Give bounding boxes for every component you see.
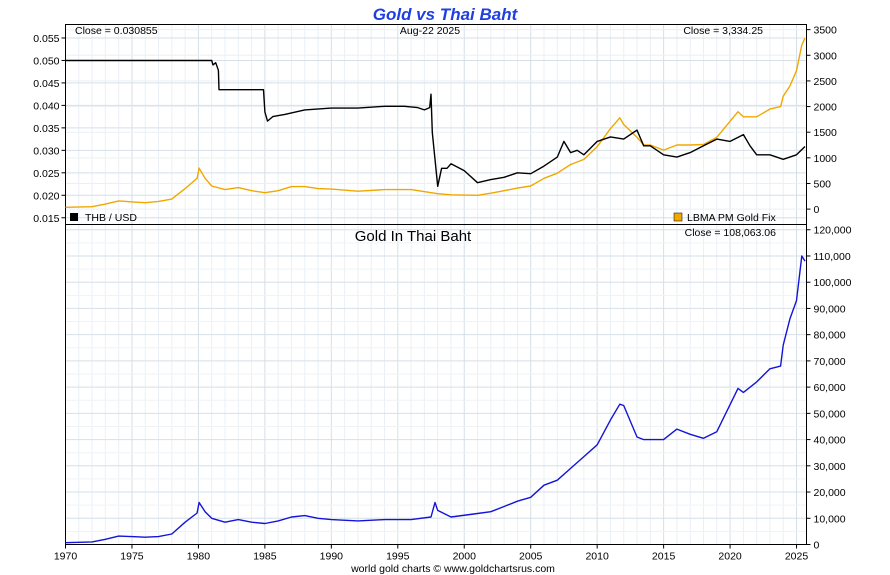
top-right-axis-tick-500: 500 [814,178,832,190]
x-axis-tick-2000: 2000 [453,551,477,563]
legend-thb-swatch [70,213,78,221]
left-axis-tick-0.015: 0.015 [33,213,59,225]
x-axis-tick-2015: 2015 [652,551,676,563]
x-axis-tick-2005: 2005 [519,551,543,563]
top-right-axis-tick-2500: 2500 [814,76,838,88]
bottom-right-axis-tick-90,000: 90,000 [814,303,846,315]
top-right-axis-tick-1500: 1500 [814,127,838,139]
left-axis-tick-0.035: 0.035 [33,123,59,135]
bottom-right-axis-tick-110,000: 110,000 [814,251,851,263]
legend-thb-label: THB / USD [85,212,137,224]
series-line-thb-usd [65,59,806,188]
series-line-lbma-gold-fix [65,37,806,208]
left-axis-tick-0.055: 0.055 [33,33,59,45]
left-axis-tick-0.040: 0.040 [33,100,59,112]
x-axis-tick-1985: 1985 [253,551,277,563]
x-axis-tick-2020: 2020 [718,551,742,563]
chart-title: Gold vs Thai Baht [373,5,519,24]
bottom-right-axis-tick-60,000: 60,000 [814,382,846,394]
left-axis-tick-0.030: 0.030 [33,145,59,157]
top-right-close-label: Close = 3,334.25 [683,25,763,37]
top-right-axis-tick-0: 0 [814,204,820,216]
x-axis-tick-1970: 1970 [54,551,78,563]
bottom-right-axis-tick-10,000: 10,000 [814,513,846,525]
left-axis-tick-0.050: 0.050 [33,55,59,67]
x-axis-tick-1990: 1990 [320,551,344,563]
bottom-right-axis-tick-100,000: 100,000 [814,277,852,289]
x-axis-tick-2025: 2025 [785,551,809,563]
x-axis-tick-2010: 2010 [585,551,609,563]
bottom-panel-title: Gold In Thai Baht [355,228,472,245]
bottom-right-axis-tick-80,000: 80,000 [814,330,846,342]
bottom-right-axis-tick-50,000: 50,000 [814,408,846,420]
bottom-right-axis-tick-70,000: 70,000 [814,356,846,368]
top-right-axis-tick-2000: 2000 [814,102,838,114]
x-axis-tick-1975: 1975 [120,551,144,563]
bottom-right-axis-tick-30,000: 30,000 [814,461,846,473]
series-line-gold-in-thai-baht [65,255,806,544]
legend-gold-swatch [673,212,683,222]
top-right-axis-tick-1000: 1000 [814,153,838,165]
bottom-right-axis-tick-20,000: 20,000 [814,487,846,499]
top-left-close-label: Close = 0.030855 [75,25,158,37]
date-label: Aug-22 2025 [400,25,460,37]
left-axis-tick-0.020: 0.020 [33,190,59,202]
bottom-right-axis-tick-40,000: 40,000 [814,435,846,447]
x-axis-tick-1995: 1995 [386,551,410,563]
top-right-axis-tick-3500: 3500 [814,25,838,37]
legend-gold-label: LBMA PM Gold Fix [687,212,776,224]
bottom-right-axis-tick-120,000: 120,000 [814,225,852,237]
bottom-right-close-label: Close = 108,063.06 [685,227,777,239]
footer-credit: world gold charts © www.goldchartsrus.co… [350,563,555,575]
left-axis-tick-0.045: 0.045 [33,78,59,90]
bottom-plot-frame [65,224,807,545]
left-axis-tick-0.025: 0.025 [33,168,59,180]
bottom-right-axis-tick-0: 0 [814,540,820,552]
top-right-axis-tick-3000: 3000 [814,50,838,62]
x-axis-tick-1980: 1980 [187,551,211,563]
